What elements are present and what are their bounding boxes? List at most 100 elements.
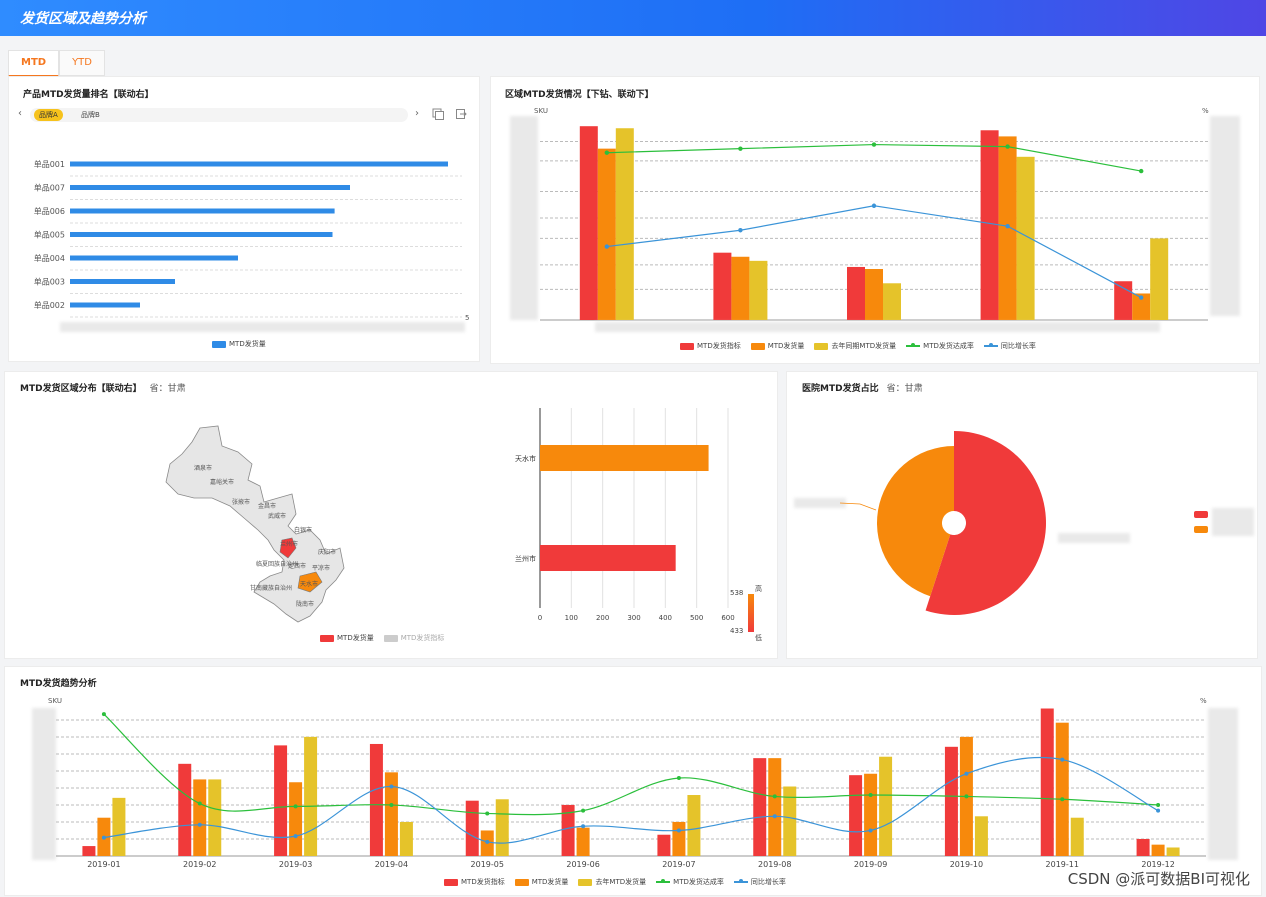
- legend-item[interactable]: MTD发货指标: [444, 877, 505, 887]
- bar: [1132, 293, 1151, 320]
- pie-legend-swatch[interactable]: [1194, 511, 1208, 518]
- x-tick-label: 5: [465, 314, 469, 322]
- map-city-label: 陇南市: [296, 600, 314, 608]
- legend-label: MTD发货量: [337, 634, 374, 642]
- province-label: 省：甘肃: [886, 384, 923, 394]
- map-city-label: 酒泉市: [194, 464, 212, 472]
- x-tick-label: 2019-07: [662, 860, 695, 869]
- line-point: [772, 794, 777, 799]
- line-point: [964, 794, 969, 799]
- line-point: [389, 802, 394, 807]
- region-y-left-label: SKU: [534, 107, 548, 115]
- bar: [865, 269, 883, 320]
- bar: [864, 773, 878, 856]
- map-region-lanzhou[interactable]: [279, 537, 297, 559]
- legend-item[interactable]: 同比增长率: [983, 341, 1036, 351]
- map-city-label: 甘南藏族自治州: [250, 584, 292, 592]
- bar: [495, 799, 509, 856]
- legend-item[interactable]: 去年同期MTD发货量: [814, 341, 896, 351]
- line-point: [868, 828, 873, 833]
- visualmap-high: 高: [755, 585, 762, 593]
- legend-swatch: [814, 342, 829, 350]
- bar: [944, 746, 958, 856]
- map-panel-title-text: MTD发货区域分布【联动右】: [20, 384, 142, 394]
- label-blur: [794, 498, 846, 508]
- legend-item[interactable]: MTD发货量: [212, 339, 266, 349]
- legend-item[interactable]: MTD发货指标: [383, 633, 444, 643]
- x-tick-label: 2019-11: [1046, 860, 1079, 869]
- legend-label: MTD发货量: [767, 342, 805, 350]
- brand-next-icon[interactable]: ›: [415, 108, 419, 119]
- bar: [70, 208, 335, 214]
- bar: [540, 445, 709, 471]
- bar: [289, 782, 303, 856]
- legend-swatch: [680, 342, 694, 350]
- y-tick-label: 单品003: [34, 277, 65, 287]
- legend-swatch: [212, 340, 226, 348]
- x-tick-label: 2019-12: [1141, 860, 1174, 869]
- legend-item[interactable]: MTD发货达成率: [906, 341, 974, 351]
- region-legend: MTD发货指标 MTD发货量 去年同期MTD发货量 MTD发货达成率 同比增长率: [680, 341, 1036, 351]
- bar: [1070, 817, 1084, 856]
- visualmap-gradient[interactable]: [748, 594, 754, 632]
- brand-chip-a[interactable]: 品牌A: [34, 109, 63, 121]
- legend-swatch: [383, 634, 398, 642]
- gansu-map[interactable]: 酒泉市 嘉峪关市 张掖市 金昌市 武威市 兰州市 白银市 庆阳市 平凉市 定西市…: [160, 422, 350, 627]
- pie-legend-swatch[interactable]: [1194, 526, 1208, 533]
- bar: [112, 797, 126, 856]
- y-tick-label: 单品002: [34, 300, 65, 310]
- y-tick-label: 单品007: [34, 183, 65, 193]
- legend-item[interactable]: MTD发货量: [750, 341, 805, 351]
- tab-ytd[interactable]: YTD: [59, 50, 105, 76]
- bar: [1055, 722, 1069, 856]
- legend-item[interactable]: MTD发货量: [320, 633, 374, 643]
- legend-item[interactable]: MTD发货达成率: [656, 877, 724, 887]
- x-tick-label: 2019-03: [279, 860, 312, 869]
- x-tick-label: 500: [690, 614, 703, 622]
- line-point: [485, 811, 490, 816]
- axis-blur: [595, 322, 1160, 332]
- legend-item[interactable]: 去年MTD发货量: [578, 877, 646, 887]
- bar: [70, 279, 175, 284]
- pie-slice: [925, 431, 1046, 615]
- line-point: [964, 771, 969, 776]
- map-outline: [165, 425, 345, 623]
- pie-label-line: [840, 502, 877, 511]
- pie-slice: [877, 446, 954, 597]
- bar: [369, 743, 383, 856]
- brand-chip-b[interactable]: 品牌B: [81, 111, 100, 119]
- line-point: [676, 776, 681, 780]
- bar: [82, 846, 96, 856]
- legend-item[interactable]: MTD发货指标: [680, 341, 741, 351]
- y-tick-label: 单品005: [34, 230, 65, 240]
- legend-item[interactable]: MTD发货量: [514, 877, 568, 887]
- map-region-tianshui[interactable]: [297, 571, 323, 593]
- bar: [399, 821, 413, 856]
- visualmap-low: 低: [755, 634, 762, 642]
- map-city-label: 金昌市: [258, 502, 276, 510]
- y-tick-label: 兰州市: [515, 554, 536, 563]
- x-tick-label: 100: [565, 614, 578, 622]
- legend-label: MTD发货量: [229, 340, 266, 348]
- brand-scroll-track: [30, 108, 408, 122]
- bar: [304, 736, 318, 856]
- y-tick-label: 单品006: [34, 206, 65, 216]
- tab-mtd[interactable]: MTD: [8, 50, 60, 77]
- axis-blur: [60, 322, 465, 332]
- map-city-label: 白银市: [294, 526, 312, 534]
- bar: [178, 763, 192, 856]
- legend-item[interactable]: 同比增长率: [733, 877, 786, 887]
- legend-swatch: [983, 343, 998, 347]
- legend-label: 同比增长率: [750, 878, 786, 886]
- bar: [540, 545, 676, 571]
- trend-legend: MTD发货指标 MTD发货量 去年MTD发货量 MTD发货达成率 同比增长率: [444, 877, 786, 887]
- bar: [70, 232, 333, 237]
- legend-swatch: [906, 343, 921, 347]
- visualmap-min: 433: [730, 627, 744, 635]
- legend-label: MTD发货指标: [697, 342, 741, 350]
- series-line: [103, 756, 1159, 844]
- brand-prev-icon[interactable]: ‹: [18, 108, 22, 119]
- series-line: [606, 143, 1142, 172]
- copy-icon[interactable]: [432, 108, 444, 120]
- export-icon[interactable]: [455, 108, 467, 120]
